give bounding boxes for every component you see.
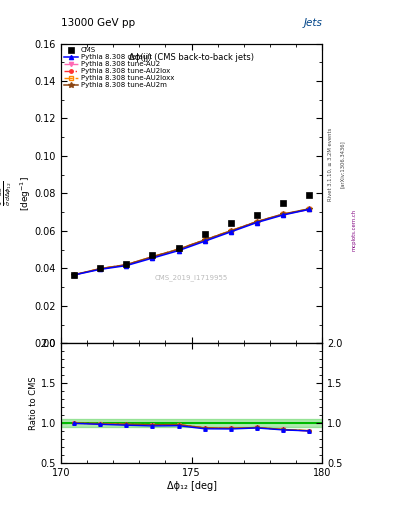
Pythia 8.308 tune-AU2 (281, 211, 285, 217)
Pythia 8.308 tune-AU2loxx (98, 265, 103, 271)
Line: CMS: CMS (71, 193, 312, 278)
Pythia 8.308 tune-AU2 (202, 237, 207, 243)
Pythia 8.308 default (150, 255, 155, 261)
Pythia 8.308 tune-AU2lox (202, 237, 207, 243)
CMS (124, 261, 129, 267)
Pythia 8.308 default (228, 229, 233, 235)
Pythia 8.308 tune-AU2m (202, 237, 207, 243)
Pythia 8.308 tune-AU2lox (176, 246, 181, 252)
Pythia 8.308 tune-AU2 (176, 247, 181, 253)
Pythia 8.308 tune-AU2lox (150, 254, 155, 260)
Pythia 8.308 tune-AU2loxx (281, 211, 285, 217)
Pythia 8.308 tune-AU2lox (281, 211, 285, 218)
Pythia 8.308 default (176, 248, 181, 254)
CMS (150, 252, 155, 259)
Pythia 8.308 tune-AU2loxx (255, 219, 259, 225)
Text: Jets: Jets (303, 18, 322, 28)
Y-axis label: Ratio to CMS: Ratio to CMS (29, 376, 38, 430)
CMS (98, 265, 103, 271)
Pythia 8.308 tune-AU2loxx (150, 253, 155, 260)
Line: Pythia 8.308 tune-AU2lox: Pythia 8.308 tune-AU2lox (72, 208, 311, 276)
CMS (255, 212, 259, 218)
Pythia 8.308 tune-AU2m (150, 254, 155, 260)
Pythia 8.308 tune-AU2loxx (202, 237, 207, 243)
Pythia 8.308 tune-AU2m (124, 262, 129, 268)
X-axis label: Δϕ₁₂ [deg]: Δϕ₁₂ [deg] (167, 481, 217, 491)
Pythia 8.308 default (202, 238, 207, 244)
Pythia 8.308 tune-AU2 (255, 219, 259, 225)
Pythia 8.308 tune-AU2m (228, 228, 233, 234)
Line: Pythia 8.308 tune-AU2loxx: Pythia 8.308 tune-AU2loxx (72, 207, 311, 276)
Text: CMS_2019_I1719955: CMS_2019_I1719955 (155, 274, 228, 281)
Text: Δϕ(jj) (CMS back-to-back jets): Δϕ(jj) (CMS back-to-back jets) (129, 53, 254, 61)
Pythia 8.308 tune-AU2loxx (307, 206, 312, 212)
Pythia 8.308 tune-AU2loxx (124, 262, 129, 268)
Pythia 8.308 tune-AU2m (72, 271, 76, 278)
CMS (202, 231, 207, 237)
Pythia 8.308 default (72, 272, 76, 278)
Pythia 8.308 tune-AU2loxx (228, 227, 233, 233)
Line: Pythia 8.308 tune-AU2m: Pythia 8.308 tune-AU2m (71, 206, 312, 278)
CMS (72, 272, 76, 278)
Pythia 8.308 tune-AU2loxx (176, 246, 181, 252)
Pythia 8.308 tune-AU2m (307, 206, 312, 212)
Pythia 8.308 tune-AU2m (255, 219, 259, 225)
Pythia 8.308 tune-AU2lox (307, 206, 312, 212)
Text: Rivet 3.1.10, ≥ 3.2M events: Rivet 3.1.10, ≥ 3.2M events (328, 127, 333, 201)
Pythia 8.308 tune-AU2 (72, 272, 76, 278)
Y-axis label: $\frac{1}{\bar{\sigma}}\frac{d\sigma}{d\Delta\phi_{12}}$
$[\mathrm{deg}^{-1}]$: $\frac{1}{\bar{\sigma}}\frac{d\sigma}{d\… (0, 176, 33, 211)
Pythia 8.308 default (98, 266, 103, 272)
Pythia 8.308 tune-AU2 (150, 254, 155, 260)
Pythia 8.308 tune-AU2lox (255, 219, 259, 225)
Pythia 8.308 tune-AU2lox (98, 266, 103, 272)
Text: mcplots.cern.ch: mcplots.cern.ch (352, 209, 357, 251)
Pythia 8.308 tune-AU2 (307, 206, 312, 212)
CMS (307, 193, 312, 199)
Text: 13000 GeV pp: 13000 GeV pp (61, 18, 135, 28)
Pythia 8.308 tune-AU2 (228, 228, 233, 234)
CMS (228, 220, 233, 226)
CMS (281, 200, 285, 206)
Text: [arXiv:1306.3436]: [arXiv:1306.3436] (340, 140, 345, 188)
Pythia 8.308 tune-AU2m (176, 246, 181, 252)
Pythia 8.308 tune-AU2 (98, 266, 103, 272)
CMS (176, 245, 181, 251)
Pythia 8.308 tune-AU2 (124, 262, 129, 268)
Line: Pythia 8.308 tune-AU2: Pythia 8.308 tune-AU2 (72, 207, 311, 277)
Pythia 8.308 tune-AU2lox (124, 262, 129, 268)
Pythia 8.308 tune-AU2loxx (72, 272, 76, 278)
Pythia 8.308 default (124, 263, 129, 269)
Pythia 8.308 tune-AU2lox (72, 272, 76, 278)
Pythia 8.308 tune-AU2m (281, 211, 285, 217)
Pythia 8.308 default (255, 220, 259, 226)
Bar (61, 419, 322, 428)
Pythia 8.308 tune-AU2m (98, 266, 103, 272)
Legend: CMS, Pythia 8.308 default, Pythia 8.308 tune-AU2, Pythia 8.308 tune-AU2lox, Pyth: CMS, Pythia 8.308 default, Pythia 8.308 … (63, 46, 176, 90)
Pythia 8.308 default (307, 206, 312, 212)
Pythia 8.308 tune-AU2lox (228, 228, 233, 234)
Line: Pythia 8.308 default: Pythia 8.308 default (72, 207, 311, 277)
Pythia 8.308 default (281, 212, 285, 218)
